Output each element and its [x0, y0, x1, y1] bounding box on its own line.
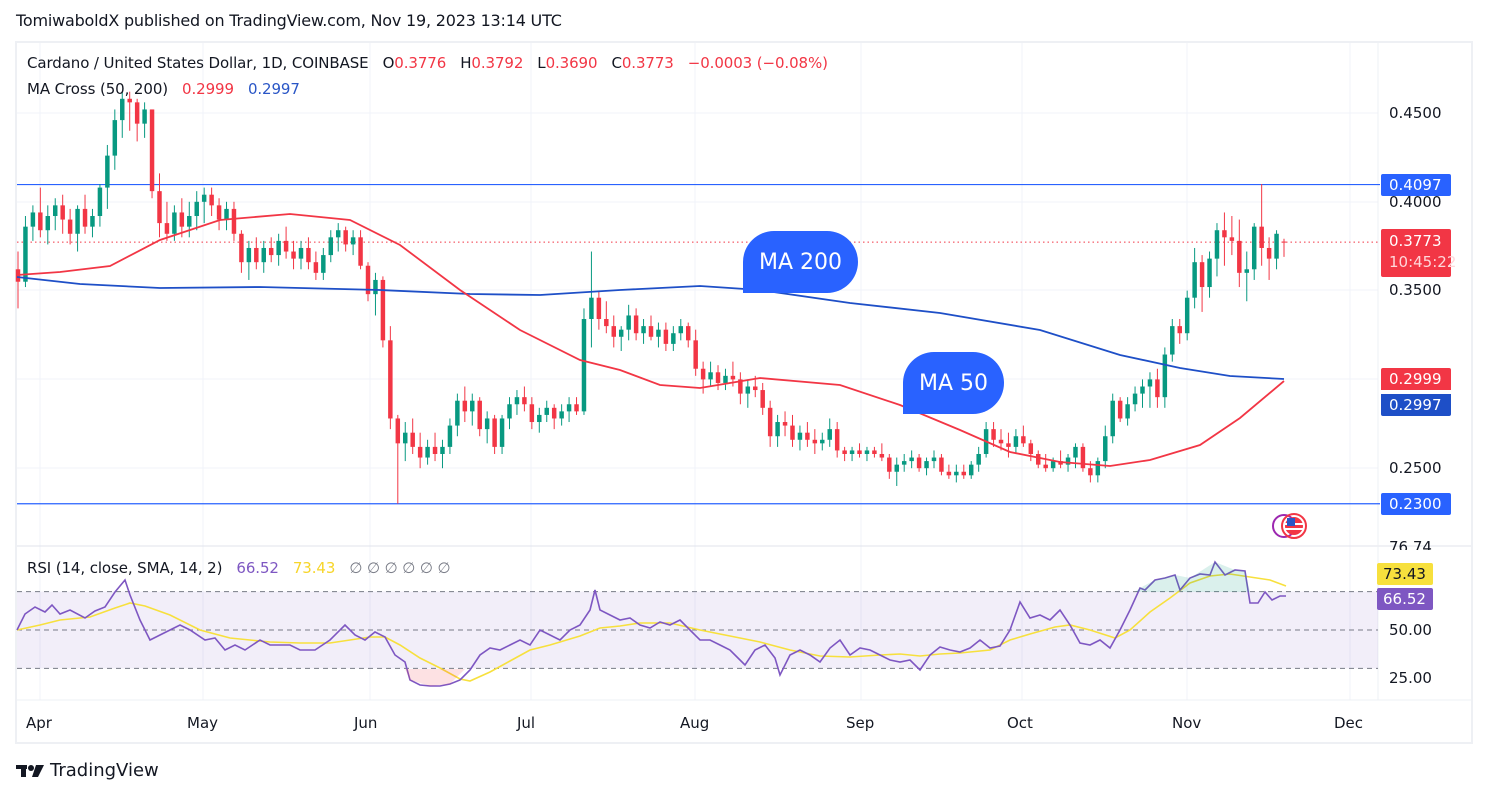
high-label: H: [460, 54, 472, 72]
ma-cross-legend[interactable]: MA Cross (50, 200) 0.2999 0.2997: [27, 80, 300, 98]
support-price-tag: 0.2300: [1381, 493, 1451, 515]
rsi-label: RSI (14, close, SMA, 14, 2): [27, 559, 223, 577]
ma50-value: 0.2999: [182, 80, 234, 98]
last-price-value: 0.3773: [1389, 232, 1442, 250]
rsi-tick-top: 76.74: [1389, 538, 1432, 550]
rsi-legend[interactable]: RSI (14, close, SMA, 14, 2) 66.52 73.43 …: [27, 559, 451, 577]
tradingview-logo[interactable]: TradingView: [16, 760, 159, 781]
close-label: C: [611, 54, 622, 72]
low-value: 0.3690: [545, 54, 598, 72]
low-label: L: [537, 54, 546, 72]
open-label: O: [382, 54, 395, 72]
resistance-price-tag: 0.4097: [1381, 174, 1451, 196]
rsi-empty-values: ∅ ∅ ∅ ∅ ∅ ∅: [349, 559, 451, 577]
month-label: Sep: [846, 714, 875, 732]
rsi-sma-tag: 73.43: [1377, 563, 1433, 585]
rsi-tick: 50.00: [1389, 621, 1432, 639]
tradingview-brand: TradingView: [50, 760, 159, 781]
price-tick: 0.2500: [1389, 459, 1442, 477]
rsi-value-tag: 66.52: [1377, 588, 1433, 610]
bar-countdown: 10:45:22: [1389, 253, 1457, 271]
last-price-tag: 0.3773 10:45:22: [1381, 229, 1457, 277]
rsi-tick: 25.00: [1389, 669, 1432, 687]
price-tick: 0.4000: [1389, 193, 1442, 211]
price-tick: 0.3500: [1389, 281, 1442, 299]
month-label: Dec: [1334, 714, 1364, 732]
ma50-annotation-text: MA 50: [918, 370, 989, 396]
month-label: Aug: [680, 714, 710, 732]
rsi-sma-value: 73.43: [292, 559, 336, 577]
month-label: Jul: [517, 714, 536, 732]
symbol-legend: Cardano / United States Dollar, 1D, COIN…: [27, 54, 828, 72]
publish-line: TomiwaboldX published on TradingView.com…: [16, 11, 562, 30]
month-label: Apr: [26, 714, 52, 732]
economic-events-icon[interactable]: [1271, 510, 1307, 540]
month-label: Jun: [354, 714, 378, 732]
rsi-value: 66.52: [236, 559, 279, 577]
close-value: 0.3773: [621, 54, 674, 72]
high-value: 0.3792: [471, 54, 524, 72]
ma200-annotation[interactable]: MA 200: [743, 231, 858, 293]
open-value: 0.3776: [394, 54, 447, 72]
ma200-annotation-text: MA 200: [758, 249, 842, 275]
month-label: May: [187, 714, 219, 732]
change-value: −0.0003 (−0.08%): [687, 54, 828, 72]
ma50-annotation[interactable]: MA 50: [903, 352, 1004, 414]
month-label: Nov: [1172, 714, 1202, 732]
ma50-price-tag: 0.2999: [1381, 368, 1451, 390]
tradingview-logo-icon: [16, 764, 44, 777]
ma-cross-label: MA Cross (50, 200): [27, 80, 169, 98]
chart-frame: [15, 41, 1473, 744]
month-label: Oct: [1007, 714, 1033, 732]
price-tick: 0.4500: [1389, 104, 1442, 122]
symbol-name[interactable]: Cardano / United States Dollar, 1D, COIN…: [27, 54, 369, 72]
ma200-price-tag: 0.2997: [1381, 394, 1451, 416]
ma200-value: 0.2997: [247, 80, 300, 98]
